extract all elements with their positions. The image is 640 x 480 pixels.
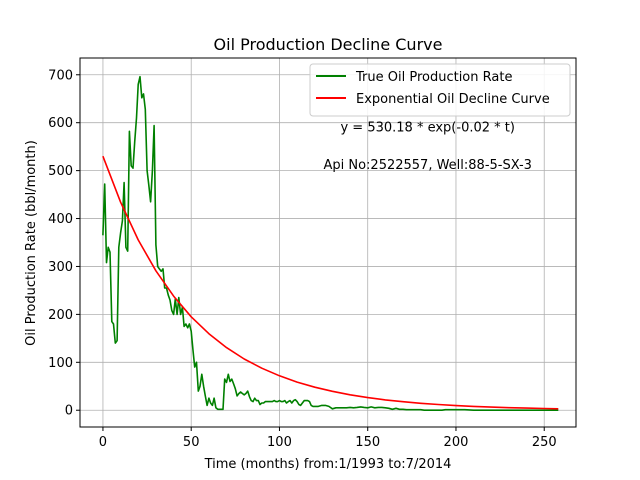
- x-tick-label: 0: [99, 435, 107, 450]
- series-line-true-production: [102, 75, 559, 412]
- x-tick-label: 50: [183, 435, 200, 450]
- legend-frame: [309, 63, 571, 117]
- axis-ticks: 0 50 100 150 200 250 0 100 200 300 400 500 600 700: [48, 68, 556, 450]
- y-tick-label: 500: [48, 164, 73, 179]
- plot-frame: [79, 57, 577, 428]
- y-tick-label: 600: [48, 116, 73, 131]
- y-tick-label: 700: [48, 68, 73, 83]
- series-lines: [102, 75, 559, 412]
- x-tick-label: 100: [267, 435, 292, 450]
- y-tick-label: 400: [48, 212, 73, 227]
- y-tick-label: 100: [48, 356, 73, 371]
- legend-label-exponential: Exponential Oil Decline Curve: [356, 92, 550, 107]
- annotations: y = 530.18 * exp(-0.02 * t) Api No:252255…: [323, 120, 531, 173]
- x-axis-title: Time (months) from:1/1993 to:7/2014: [204, 457, 452, 472]
- y-tick-label: 0: [65, 404, 73, 419]
- x-tick-label: 250: [532, 435, 557, 450]
- annotation-text: y = 530.18 * exp(-0.02 * t): [340, 120, 514, 135]
- legend: True Oil Production Rate Exponential Oil…: [309, 63, 571, 117]
- y-tick-label: 200: [48, 308, 73, 323]
- annotation-text: Api No:2522557, Well:88-5-SX-3: [323, 158, 531, 173]
- y-axis-title: Oil Production Rate (bbl/month): [24, 140, 39, 346]
- chart-title: Oil Production Decline Curve: [214, 35, 443, 54]
- y-tick-label: 300: [48, 260, 73, 275]
- x-tick-label: 150: [355, 435, 380, 450]
- legend-label-true: True Oil Production Rate: [355, 70, 512, 85]
- x-tick-label: 200: [444, 435, 469, 450]
- series-line-exponential-decline: [102, 155, 559, 410]
